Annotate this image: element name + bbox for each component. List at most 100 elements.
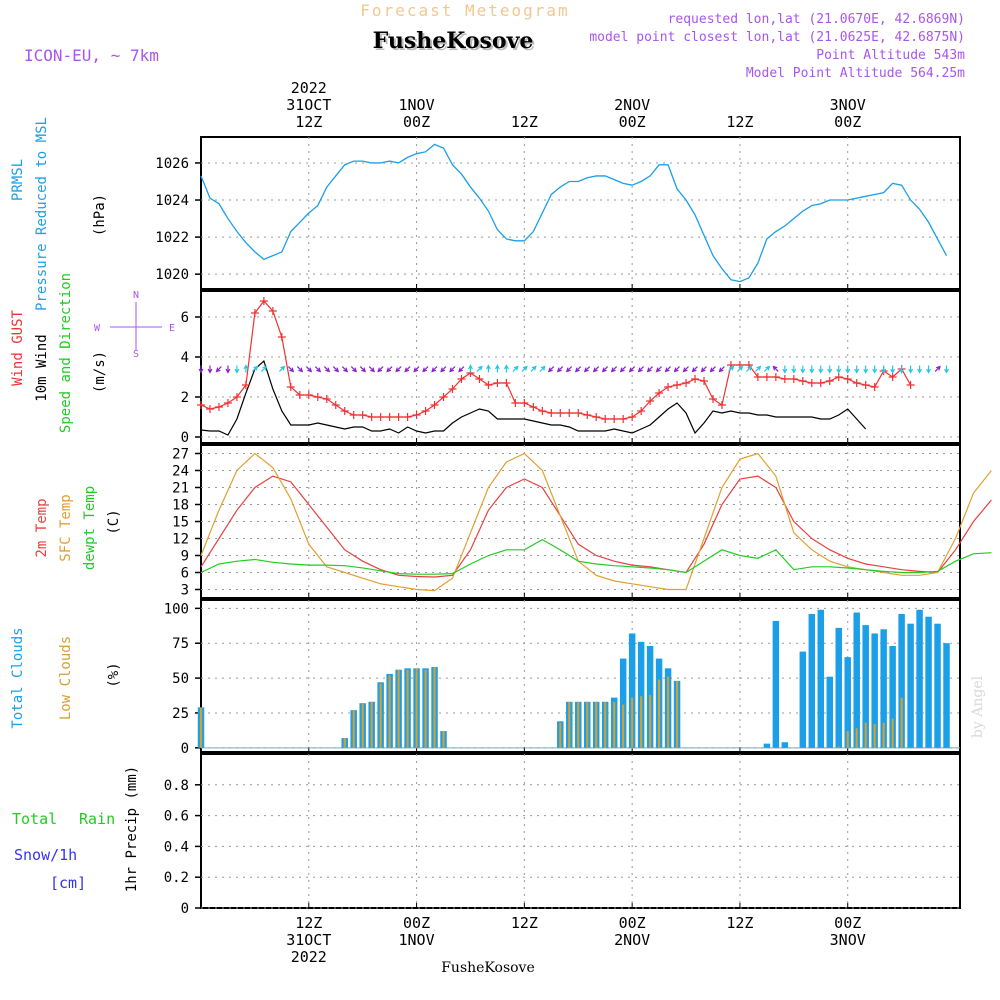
location-title: FusheKosove (373, 28, 534, 54)
low-cloud-bar (855, 728, 858, 748)
wind-direction-arrow (764, 365, 771, 372)
pressure-unit: (hPa) (92, 194, 108, 236)
faded-subtitle: Forecast Meteogram (360, 1, 569, 20)
low-cloud-bar (640, 696, 643, 748)
wind-direction-arrow (908, 365, 914, 374)
wind-direction-arrow (377, 366, 384, 373)
dewpt-line (200, 538, 992, 575)
low-cloud-bar (622, 704, 625, 748)
gust-marker (439, 393, 448, 401)
total-cloud-bar (862, 625, 869, 748)
time-label: 3NOV (830, 931, 866, 949)
gust-marker (583, 411, 592, 419)
wind-direction-arrow (468, 364, 473, 373)
wind-direction-arrow (926, 365, 932, 374)
total-cloud-bar (826, 676, 833, 748)
wind-direction-arrow (305, 366, 313, 373)
gust-marker (331, 401, 340, 409)
gust-marker (538, 407, 547, 415)
wind-direction-arrow (413, 366, 420, 373)
wind-direction-arrow (440, 366, 447, 373)
clouds-unit: (%) (106, 662, 122, 687)
panel-frame (200, 599, 961, 753)
gust-marker (403, 413, 412, 421)
y-tick-label: 1020 (155, 267, 189, 283)
gust-marker (574, 409, 583, 417)
low-cloud-bar (370, 701, 373, 748)
wind-direction-arrow (198, 365, 204, 374)
gust-marker (286, 383, 295, 391)
gust-marker (367, 413, 376, 421)
svg-text:W: W (94, 323, 101, 334)
gust-marker (529, 403, 538, 411)
gust-marker (861, 381, 870, 389)
time-label: 12Z (511, 113, 538, 131)
gust-marker (664, 383, 673, 391)
wind-direction-arrow (530, 365, 537, 372)
low-cloud-bar (631, 697, 634, 748)
total-cloud-bar (835, 627, 842, 748)
gust-marker (601, 415, 610, 423)
time-label: 00Z (619, 113, 646, 131)
gust-marker (789, 375, 798, 383)
low-cloud-bar (846, 731, 849, 748)
panel-frame (200, 753, 961, 909)
gust-marker (592, 413, 601, 421)
wind-panel: Wind GUST 10m Wind Speed and Direction (… (10, 273, 175, 433)
snow-label: Snow/1h (14, 846, 77, 864)
gust-marker (628, 413, 637, 421)
low-cloud-bar (577, 701, 580, 748)
gust-marker (349, 411, 358, 419)
wind-direction-arrow (539, 365, 546, 372)
clouds-panel: Total Clouds Low Clouds (%) by Angel (10, 627, 986, 738)
wind-direction-arrow (772, 365, 779, 372)
low-cloud-bar (666, 676, 670, 748)
total-cloud-bar (907, 623, 914, 748)
wind-direction-arrow (207, 365, 213, 374)
wind-direction-arrow (386, 366, 393, 373)
wind-direction-arrow (323, 366, 331, 373)
wind-direction-arrow (899, 365, 905, 374)
gust-marker (807, 379, 816, 387)
wind-direction-arrow (556, 366, 564, 373)
credit-watermark: by Angel (970, 675, 986, 738)
gust-line (200, 300, 912, 420)
gust-marker (322, 395, 331, 403)
wind-direction-arrow (494, 364, 500, 373)
wind-direction-arrow (746, 365, 753, 372)
sfc-temp-label: SFC Temp (58, 494, 74, 561)
panel-4-chart: 0 0.2 0.4 0.6 0.8 (164, 753, 961, 917)
wind-direction-arrow (234, 365, 240, 374)
dewpt-label: dewpt Temp (82, 486, 98, 570)
low-cloud-bar (388, 675, 391, 748)
wind-direction-arrow (601, 366, 609, 373)
low-cloud-bar (361, 703, 364, 748)
wind-direction-arrow (655, 366, 662, 373)
prmsl-line (200, 143, 948, 283)
wind-direction-arrow (449, 366, 456, 373)
time-label: 00Z (834, 113, 861, 131)
wind-direction-arrow (854, 365, 860, 374)
gust-marker (906, 381, 915, 389)
wind-direction-arrow (863, 365, 869, 374)
y-tick-label: 21 (172, 481, 189, 497)
wind-direction-arrow (755, 365, 762, 372)
gust-marker (825, 377, 834, 385)
wind-direction-arrow (404, 366, 411, 373)
requested-coords: requested lon,lat (21.0670E, 42.6869N) (668, 12, 965, 27)
y-tick-label: 12 (172, 532, 189, 548)
wind-direction-arrow (252, 365, 259, 372)
total-cloud-bar (871, 633, 878, 748)
low-cloud-bar (873, 724, 876, 748)
model-label: ICON-EU, ~ 7km (24, 46, 159, 65)
wind-direction-arrow (395, 366, 402, 373)
wind-direction-arrow (592, 366, 600, 373)
wind-direction-arrow (476, 365, 483, 372)
time-label: 12Z (511, 914, 538, 932)
low-cloud-bar (352, 710, 355, 748)
wind-direction-arrow (718, 366, 725, 373)
closest-coords: model point closest lon,lat (21.0625E, 4… (589, 30, 965, 45)
low-cloud-bar (586, 701, 589, 748)
wind-10m-line (200, 359, 867, 436)
y-tick-label: 4 (181, 350, 189, 366)
